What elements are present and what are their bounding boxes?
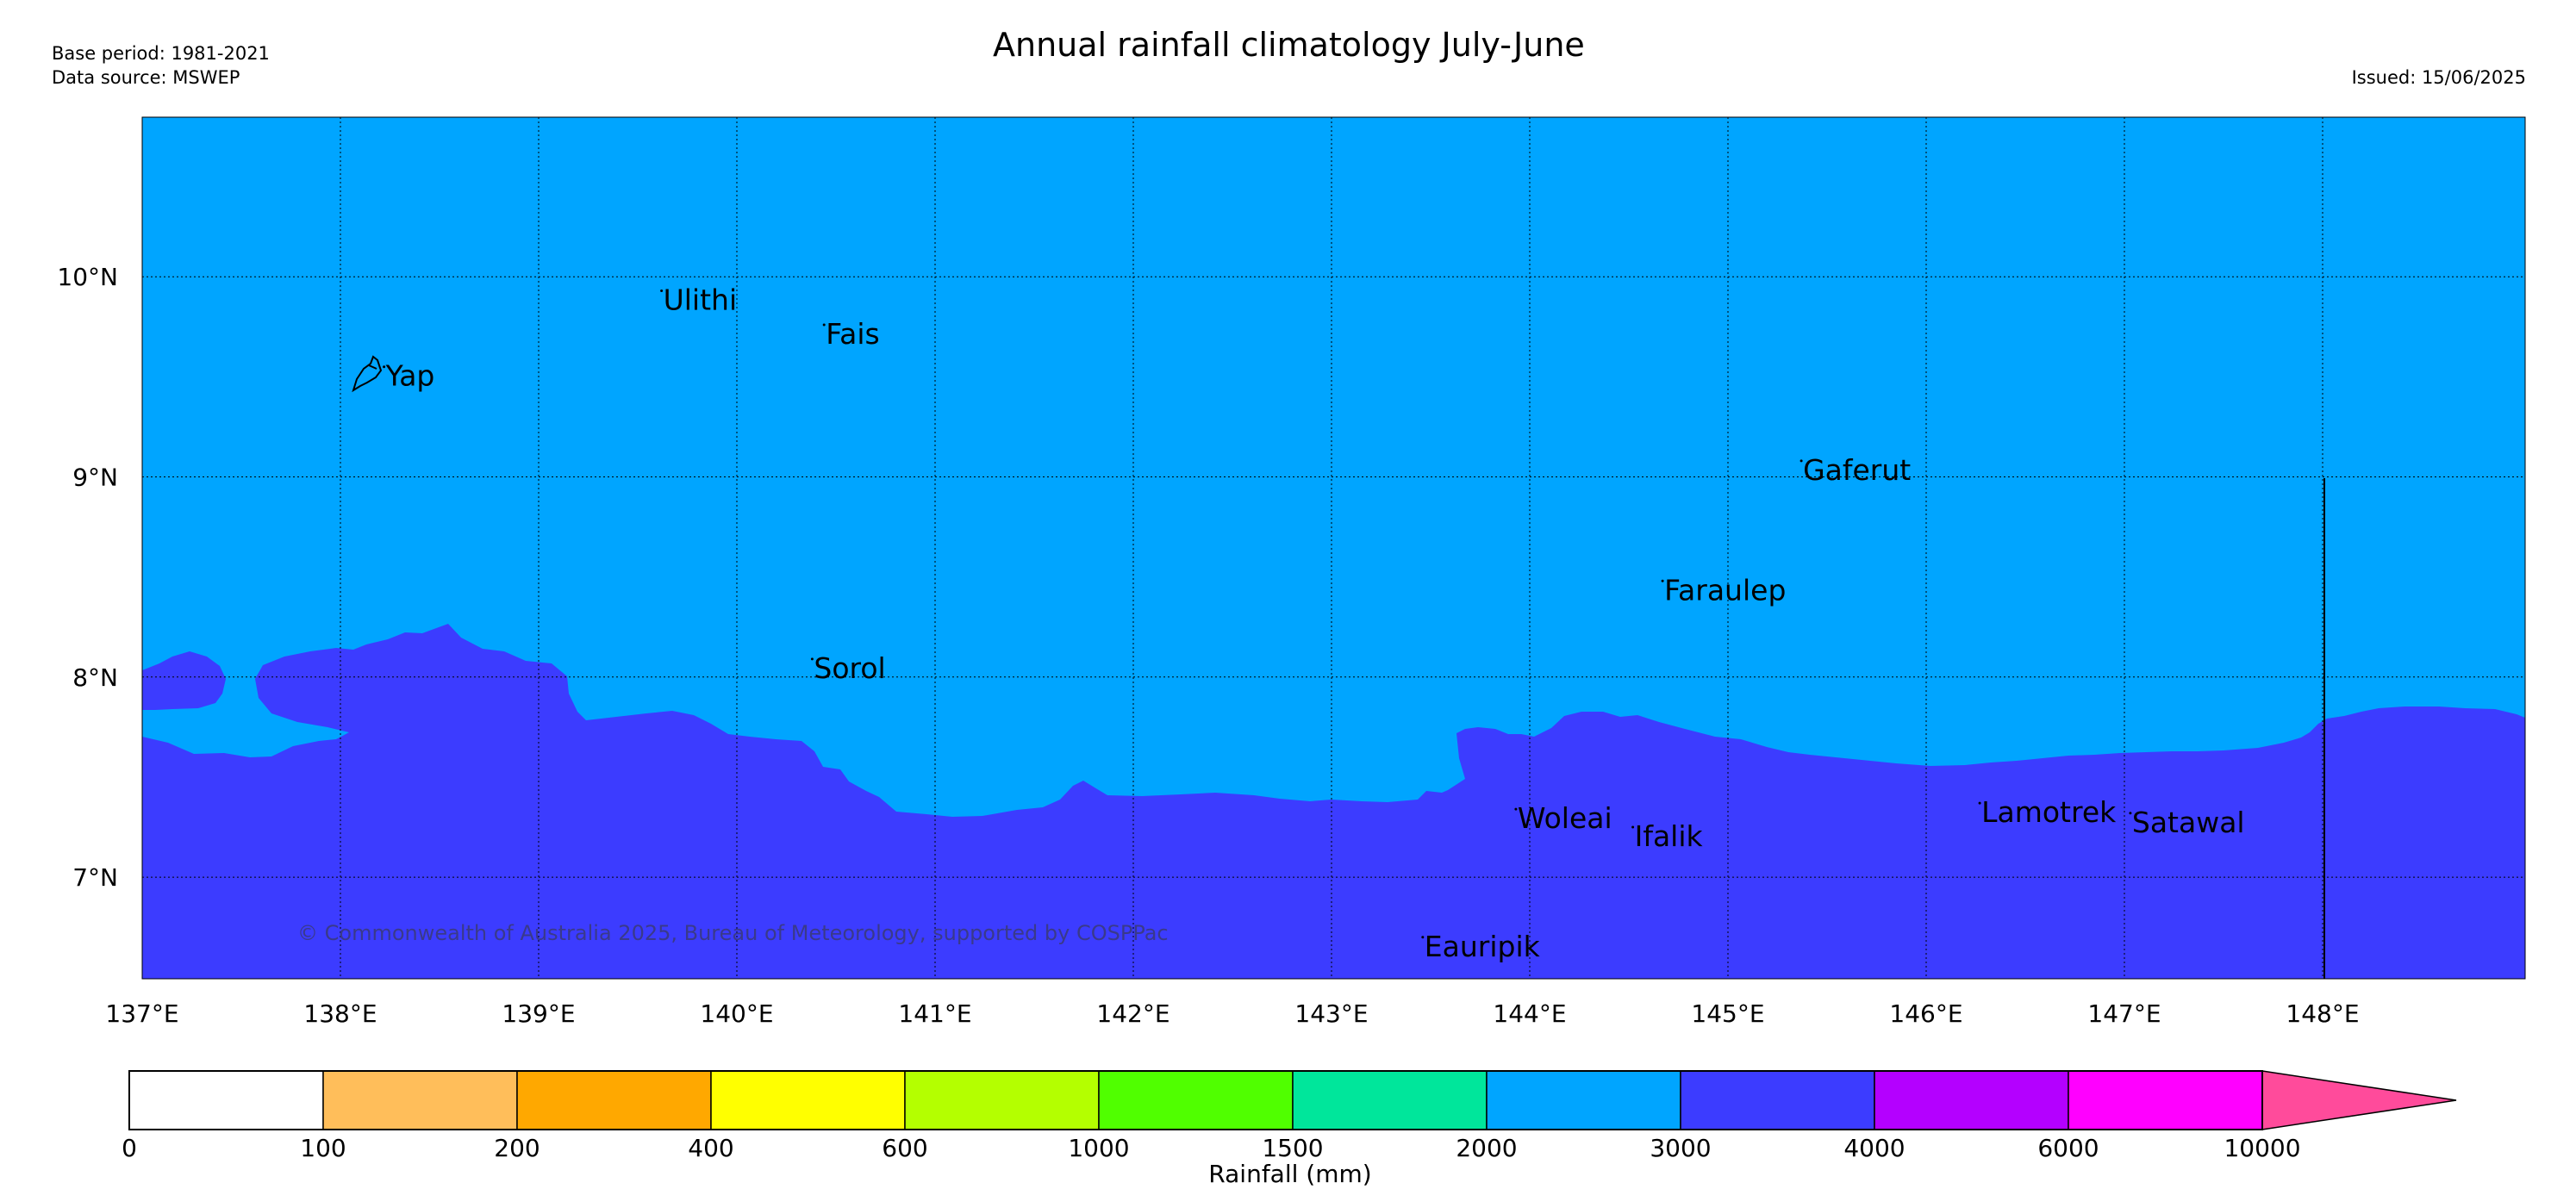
colorbar-tick-label: 6000 [2037,1134,2099,1162]
colorbar-tick-label: 400 [688,1134,733,1162]
atoll-marker [1514,807,1518,811]
atoll-marker [1421,936,1425,939]
colorbar-tick-label: 1000 [1068,1134,1129,1162]
data-source: Data source: MSWEP [52,67,240,88]
issued-date: Issued: 15/06/2025 [2351,67,2526,88]
latitude-ticks: 10°N 9°N 8°N 7°N [57,263,118,892]
place-label-fais: Fais [826,317,880,351]
colorbar-outline [128,1070,2263,1130]
colorbar-segment [516,1070,712,1130]
place-label-yap: Yap [385,359,435,393]
colorbar-tick-label: 0 [122,1134,137,1162]
atoll-marker [810,657,814,661]
atoll-marker [1631,825,1635,829]
lon-tick-label: 144°E [1493,999,1566,1028]
colorbar-tick-label: 2000 [1456,1134,1517,1162]
colorbar-segment [2068,1070,2263,1130]
graticule [142,117,2525,979]
colorbar-label: Rainfall (mm) [1208,1160,1371,1188]
lon-tick-label: 140°E [700,999,773,1028]
yap-island-outline [352,355,383,393]
colorbar-segment [1874,1070,2069,1130]
colorbar-segment [904,1070,1100,1130]
colorbar-segment [128,1070,324,1130]
lon-tick-label: 143°E [1294,999,1368,1028]
lon-tick-label: 139°E [502,999,575,1028]
colorbar-segment [710,1070,906,1130]
colorbar-segment [1292,1070,1488,1130]
lat-tick-label: 8°N [72,663,118,692]
atoll-marker [822,323,826,327]
place-label-ulithi: Ulithi [664,283,738,316]
place-label-ifalik: Ifalik [1635,819,1704,853]
colorbar [128,1070,2457,1130]
copyright-notice: © Commonwealth of Australia 2025, Bureau… [297,921,1169,945]
place-label-eauripik: Eauripik [1425,930,1541,963]
atoll-marker [1799,459,1803,463]
place-label-lamotrek: Lamotrek [1981,795,2117,829]
colorbar-tick-label: 100 [300,1134,346,1162]
colorbar-extend-arrow [2261,1070,2457,1130]
colorbar-segment [322,1070,518,1130]
place-labels: Ulithi Fais Yap Gaferut Faraulep Sorol Woleai I… [383,283,2245,963]
place-label-satawal: Satawal [2132,806,2245,839]
lon-tick-label: 146°E [1889,999,1962,1028]
place-label-sorol: Sorol [814,651,885,685]
zone-3000-4000 [142,624,2525,979]
zone-3000-4000-west [142,651,226,710]
lon-tick-label: 138°E [303,999,377,1028]
base-period: Base period: 1981-2021 [52,43,270,64]
map-border [141,116,2526,980]
page-title: Annual rainfall climatology July-June [993,26,1585,64]
colorbar-segment [1486,1070,1681,1130]
longitude-ticks: 137°E 138°E 139°E 140°E 141°E 142°E 143°E 144°E… [105,999,2359,1028]
place-label-faraulep: Faraulep [1664,573,1786,607]
colorbar-tick-label: 600 [882,1134,927,1162]
place-label-woleai: Woleai [1518,801,1612,835]
lon-tick-label: 142°E [1096,999,1169,1028]
colorbar-segment [1680,1070,1875,1130]
atoll-marker [1661,579,1664,582]
map-area [142,117,2525,979]
lon-tick-label: 145°E [1691,999,1764,1028]
atoll-marker [2129,812,2132,815]
colorbar-tick-labels: 0 100 200 400 600 1000 1500 2000 3000 4000 6000 100… [122,1134,2300,1162]
atoll-marker [1978,801,1981,805]
lat-tick-label: 9°N [72,464,118,492]
colorbar-tick-label: 3000 [1650,1134,1711,1162]
colorbar-segment [1098,1070,1294,1130]
lat-tick-label: 10°N [57,263,118,291]
atoll-marker [660,289,664,292]
colorbar-tick-label: 10000 [2224,1134,2300,1162]
colorbar-tick-label: 4000 [1843,1134,1905,1162]
lon-tick-label: 137°E [105,999,178,1028]
lon-tick-label: 141°E [898,999,971,1028]
meta-info: Base period: 1981-2021 Data source: MSWE… [52,41,270,90]
atoll-marker [383,365,386,369]
lat-tick-label: 7°N [72,863,118,892]
place-label-gaferut: Gaferut [1803,453,1911,487]
lon-tick-label: 147°E [2087,999,2161,1028]
lon-tick-label: 148°E [2286,999,2359,1028]
colorbar-tick-label: 1500 [1262,1134,1323,1162]
colorbar-tick-label: 200 [494,1134,540,1162]
